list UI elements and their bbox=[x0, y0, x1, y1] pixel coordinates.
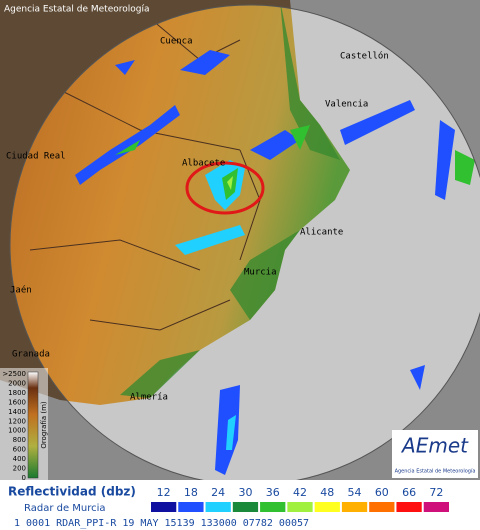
legend-swatch bbox=[232, 502, 259, 512]
legend-swatch bbox=[151, 502, 177, 512]
elevation-label: 1400 bbox=[8, 408, 26, 416]
legend-value: 30 bbox=[238, 486, 252, 499]
city-label: Castellón bbox=[340, 51, 389, 62]
city-label: Valencia bbox=[325, 100, 368, 110]
legend-value: 18 bbox=[184, 486, 198, 499]
elevation-label: 1800 bbox=[8, 389, 26, 397]
legend-value: 24 bbox=[211, 486, 225, 499]
legend-value: 36 bbox=[266, 486, 280, 499]
logo-subtitle: Agencia Estatal de Meteorología bbox=[395, 468, 476, 475]
legend-swatch bbox=[396, 502, 422, 512]
footer-panel bbox=[0, 515, 480, 530]
legend-value: 54 bbox=[348, 486, 362, 499]
elevation-label: 1200 bbox=[8, 417, 26, 425]
elevation-label: 1000 bbox=[8, 427, 26, 435]
legend: Reflectividad (dbz) Radar de Murcia 12 18… bbox=[0, 480, 480, 515]
legend-value: 72 bbox=[429, 486, 443, 499]
elevation-panel bbox=[0, 368, 48, 480]
elevation-scale: Orografía (m) >2500200018001600140012001… bbox=[0, 368, 48, 482]
logo: AEmet Agencia Estatal de Meteorología bbox=[392, 430, 478, 478]
legend-swatch bbox=[287, 502, 313, 512]
logo-name: AEmet bbox=[400, 434, 469, 458]
legend-value: 12 bbox=[157, 486, 171, 499]
legend-value: 48 bbox=[320, 486, 334, 499]
elevation-label: 0 bbox=[22, 474, 26, 482]
legend-swatch bbox=[178, 502, 204, 512]
city-label: Ciudad Real bbox=[6, 152, 66, 162]
elevation-label: >2500 bbox=[2, 370, 26, 378]
city-label: Jaén bbox=[10, 285, 32, 296]
city-label: Cuenca bbox=[160, 37, 193, 47]
legend-swatch bbox=[369, 502, 395, 512]
legend-subtitle: Radar de Murcia bbox=[24, 503, 106, 514]
logo-box bbox=[392, 430, 478, 478]
legend-title: Reflectividad (dbz) bbox=[8, 485, 136, 499]
city-label: Alicante bbox=[300, 228, 343, 238]
legend-swatch bbox=[260, 502, 286, 512]
legend-swatch bbox=[314, 502, 340, 512]
elevation-title: Orografía (m) bbox=[40, 401, 48, 449]
elevation-label: 2000 bbox=[8, 379, 26, 387]
elevation-label: 600 bbox=[13, 446, 26, 454]
elevation-label: 400 bbox=[13, 455, 26, 463]
legend-value: 66 bbox=[402, 486, 416, 499]
elevation-bar bbox=[27, 371, 39, 479]
header-title: Agencia Estatal de Meteorología bbox=[4, 5, 150, 15]
legend-swatch bbox=[423, 502, 449, 512]
elevation-label: 800 bbox=[13, 436, 26, 444]
city-label: Murcia bbox=[244, 268, 277, 278]
highlight-circle bbox=[185, 161, 265, 215]
footer-text: 1 0001 RDAR_PPI-R 19 MAY 15139 133000 07… bbox=[14, 518, 309, 529]
elevation-label: 200 bbox=[13, 465, 26, 473]
city-label: Granada bbox=[12, 350, 50, 360]
legend-value: 60 bbox=[375, 486, 389, 499]
legend-swatch bbox=[341, 502, 368, 512]
city-label: Almería bbox=[130, 393, 168, 403]
legend-value: 42 bbox=[293, 486, 307, 499]
city-label: Albacete bbox=[182, 159, 225, 169]
elevation-label: 1600 bbox=[8, 398, 26, 406]
legend-swatch bbox=[205, 502, 231, 512]
city-labels: Cuenca Castellón Valencia Ciudad Real Al… bbox=[6, 37, 389, 403]
radar-disk bbox=[10, 5, 480, 480]
echoes bbox=[75, 50, 475, 475]
